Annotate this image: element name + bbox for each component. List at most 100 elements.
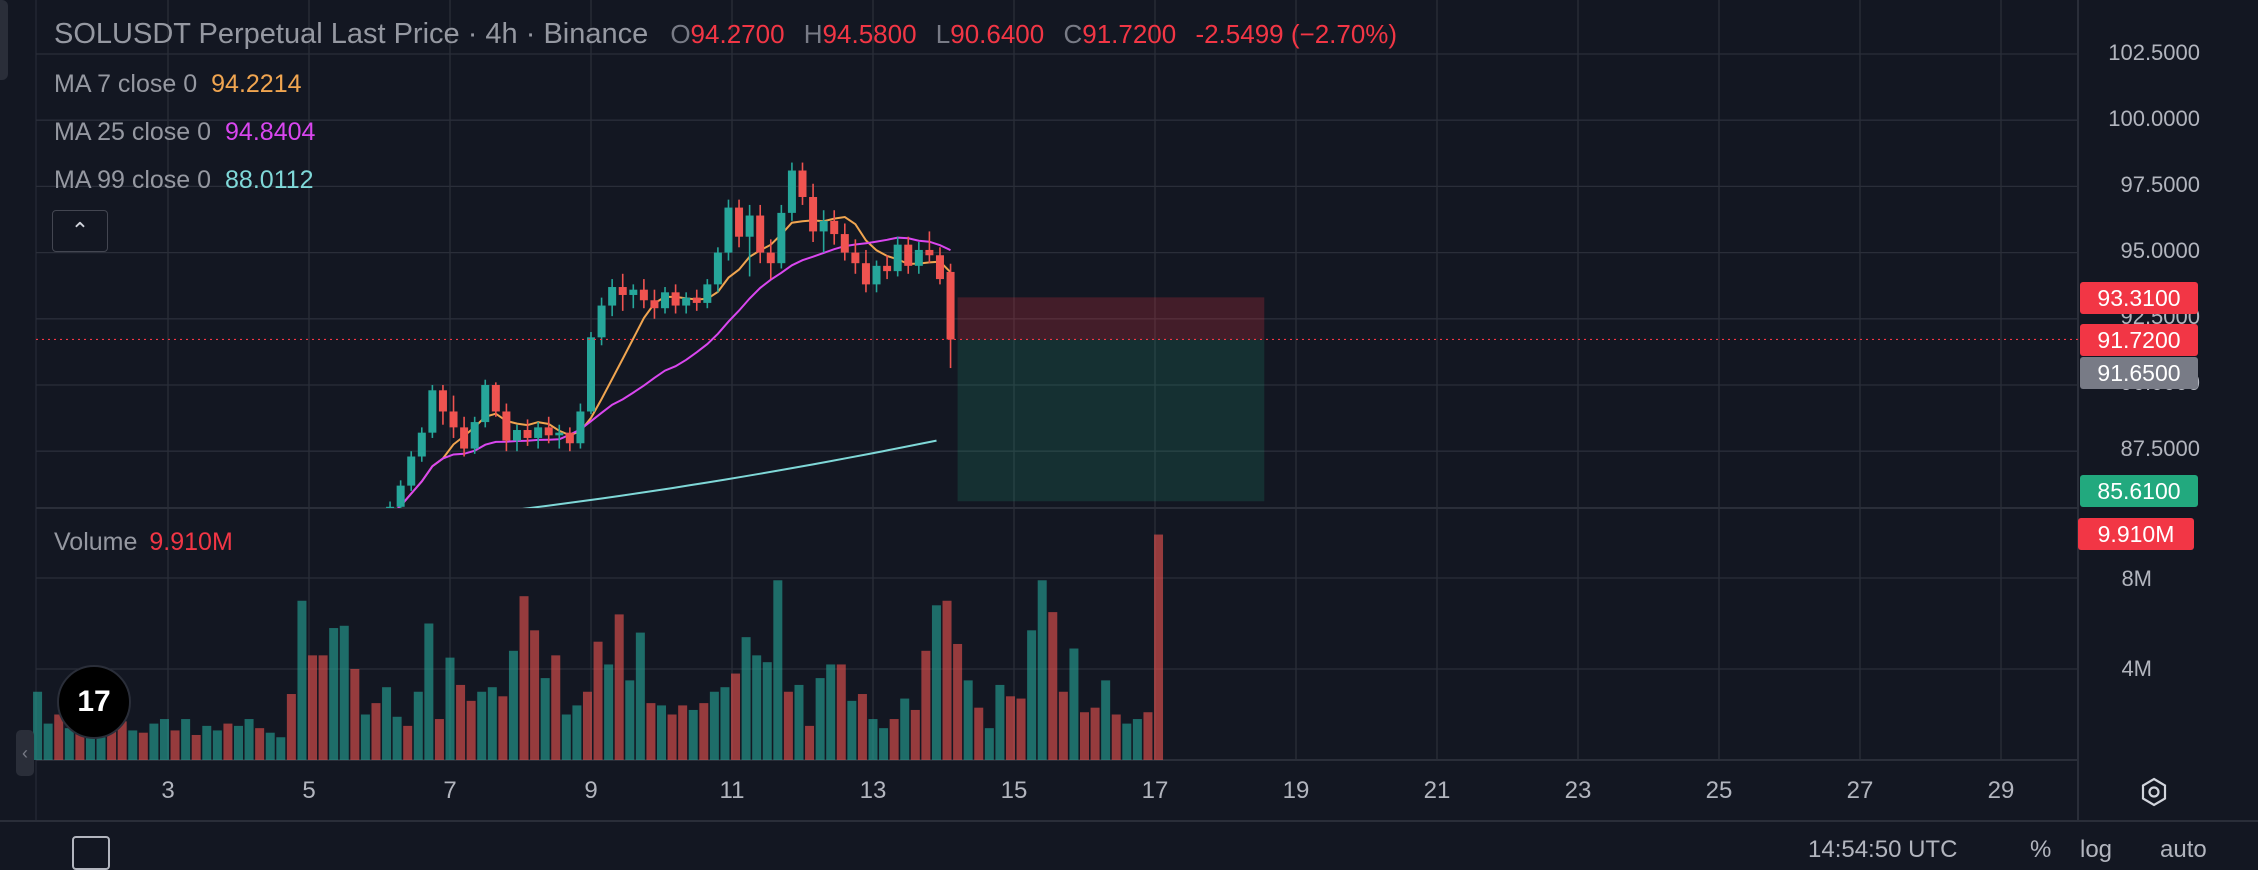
collapse-panel-handle[interactable]: ‹	[16, 730, 34, 776]
price-axis-label: 95.0000	[2120, 238, 2200, 263]
volume-axis-label: 4M	[2121, 656, 2152, 681]
candle-body	[819, 220, 828, 232]
candle-body	[756, 215, 765, 253]
candle-body	[925, 249, 934, 256]
collapse-legend-button[interactable]: ⌃	[52, 210, 108, 252]
volume-bar	[297, 600, 307, 760]
volume-bar	[868, 719, 878, 760]
stop-price-tag: 93.3100	[2080, 282, 2198, 314]
candle-body	[555, 432, 564, 436]
candle-body	[914, 249, 923, 266]
bottom-toolbar	[0, 820, 2258, 856]
candle-body	[417, 432, 426, 457]
candle-body	[787, 170, 796, 213]
volume-bar	[1069, 648, 1079, 760]
volume-bar	[445, 657, 455, 760]
volume-bar	[159, 719, 169, 760]
volume-bar	[551, 655, 561, 760]
volume-bar	[191, 734, 201, 760]
volume-bar	[1090, 707, 1100, 760]
ma7-legend[interactable]: MA 7 close 0 94.2214	[54, 70, 302, 99]
tradingview-logo-icon[interactable]: 17	[57, 665, 131, 739]
volume-bar	[657, 705, 666, 760]
volume-bar	[413, 691, 423, 760]
volume-bar	[466, 700, 476, 760]
candle-body	[639, 289, 648, 301]
volume-bar	[815, 678, 825, 760]
candle-body	[946, 271, 955, 340]
volume-bar	[963, 680, 973, 760]
volume-bar	[942, 600, 952, 760]
position-risk-zone	[957, 297, 1265, 340]
date-axis-label: 25	[1705, 777, 1733, 804]
date-axis-label: 7	[443, 777, 457, 804]
ma7-value: 94.2214	[211, 70, 302, 98]
price-pane	[386, 162, 1265, 508]
volume-bar	[223, 723, 233, 760]
volume-bar	[593, 641, 603, 760]
candle-body	[407, 456, 416, 486]
axis-settings-icon[interactable]	[2138, 776, 2170, 808]
price-axis-label: 100.0000	[2108, 106, 2200, 131]
volume-bar	[308, 655, 318, 760]
left-drawer-tab[interactable]	[0, 0, 8, 80]
price-axis-label: 102.5000	[2108, 40, 2200, 65]
volume-bar	[561, 714, 571, 760]
candle-body	[883, 265, 892, 272]
volume-bar	[953, 643, 963, 760]
target-price-tag: 85.6100	[2080, 475, 2198, 507]
volume-bar	[720, 687, 730, 760]
candle-body	[386, 506, 395, 508]
open-key: O	[670, 19, 691, 49]
volume-bar	[826, 664, 836, 760]
change-value: -2.5499 (−2.70%)	[1195, 19, 1398, 49]
volume-bar	[836, 664, 846, 760]
ma99-label: MA 99 close 0	[54, 166, 212, 194]
volume-bar	[107, 725, 117, 760]
volume-bar	[678, 705, 688, 760]
date-axis-label: 21	[1423, 777, 1451, 804]
volume-bar	[265, 732, 275, 760]
percent-toggle[interactable]: %	[2030, 836, 2052, 863]
volume-bar	[508, 650, 518, 760]
volume-bar	[43, 723, 53, 760]
calendar-icon[interactable]	[72, 836, 110, 870]
log-toggle[interactable]: log	[2080, 836, 2113, 863]
ma25-legend[interactable]: MA 25 close 0 94.8404	[54, 118, 315, 147]
volume-bar	[382, 687, 392, 760]
symbol-title[interactable]: SOLUSDT Perpetual Last Price · 4h · Bina…	[54, 18, 649, 50]
date-axis-label: 29	[1987, 777, 2015, 804]
last-price-tag: 91.7200	[2080, 324, 2198, 356]
ma99-line	[522, 439, 937, 508]
volume-bar	[64, 728, 74, 760]
candle-body	[661, 292, 670, 309]
candle-body	[830, 220, 839, 235]
ma99-value: 88.0112	[225, 166, 314, 194]
volume-bar	[339, 625, 349, 760]
volume-bar	[487, 687, 497, 760]
volume-bar	[752, 655, 762, 760]
volume-bar	[138, 732, 148, 760]
candle-body	[428, 390, 437, 433]
volume-legend[interactable]: Volume 9.910M	[54, 528, 233, 557]
volume-bar	[984, 728, 994, 760]
open-value: 94.2700	[690, 19, 785, 49]
volume-bar	[974, 707, 984, 760]
ma25-label: MA 25 close 0	[54, 118, 212, 146]
ma99-legend[interactable]: MA 99 close 0 88.0112	[54, 166, 314, 195]
volume-bar	[96, 737, 106, 760]
close-value: 91.7200	[1082, 19, 1177, 49]
candle-body	[735, 207, 744, 237]
price-axis-label: 97.5000	[2120, 172, 2200, 197]
close-key: C	[1063, 19, 1083, 49]
auto-toggle[interactable]: auto	[2160, 836, 2207, 863]
volume-value: 9.910M	[149, 528, 233, 556]
volume-bar	[329, 628, 339, 760]
volume-bar	[519, 596, 529, 760]
candle-body	[893, 244, 902, 272]
volume-bar	[879, 728, 889, 760]
high-key: H	[803, 19, 823, 49]
volume-bar	[783, 691, 793, 760]
clock-readout[interactable]: 14:54:50 UTC	[1808, 836, 1958, 863]
